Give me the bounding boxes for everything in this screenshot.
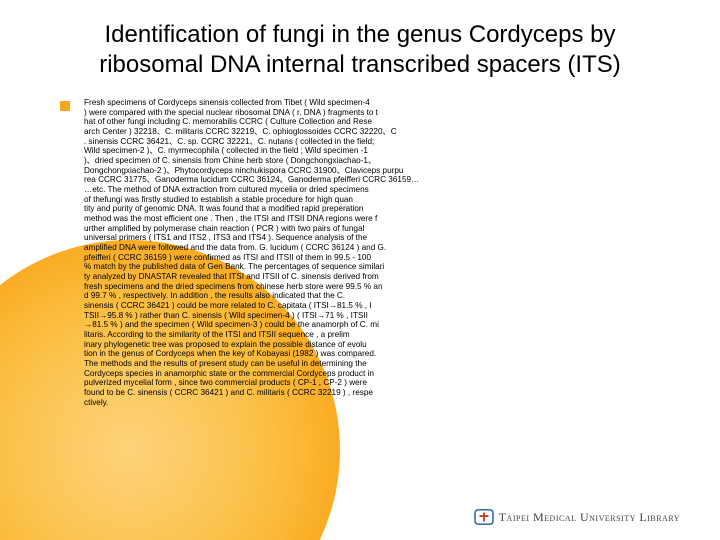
university-logo-icon xyxy=(473,508,495,526)
footer: Taipei Medical University Library xyxy=(473,508,680,526)
body-row: Fresh specimens of Cordyceps sinensis co… xyxy=(50,98,670,408)
slide-title: Identification of fungi in the genus Cor… xyxy=(50,20,670,80)
footer-text: Taipei Medical University Library xyxy=(499,510,680,525)
bullet-square-icon xyxy=(60,101,70,111)
body-text: Fresh specimens of Cordyceps sinensis co… xyxy=(84,98,419,408)
slide-content: Identification of fungi in the genus Cor… xyxy=(0,0,720,408)
